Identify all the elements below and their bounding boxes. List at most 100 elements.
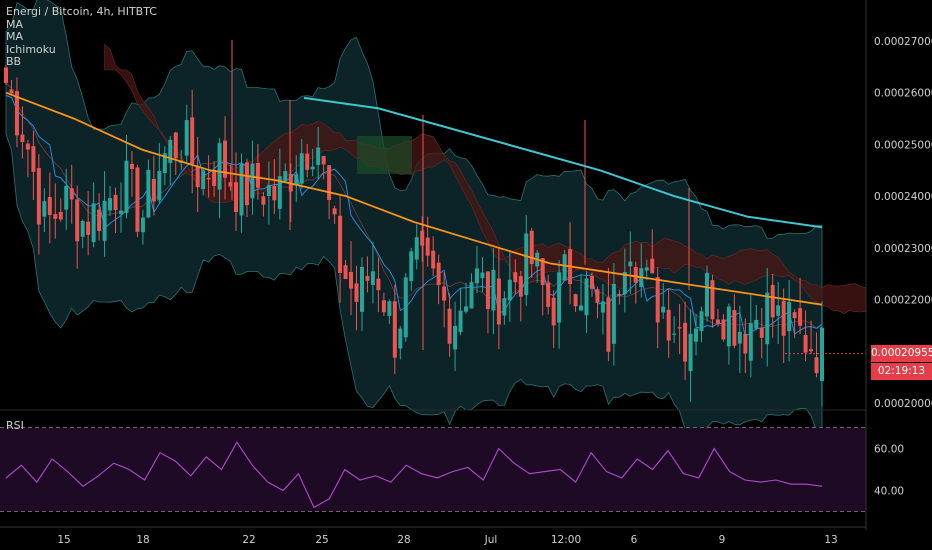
candle-down [234,182,239,213]
time-tick-label: 9 [719,534,726,546]
candle-down [332,208,337,215]
chart-legend: Energi / Bitcoin, 4h, HITBTC MA MA Ichim… [6,5,157,69]
candle-up [726,306,731,347]
candle-down [69,188,74,200]
candle-up [622,271,627,295]
candle-down [485,271,490,310]
candle-down [343,265,348,280]
candle-down [721,319,726,340]
candle-up [201,170,206,190]
candle-up [359,266,364,312]
candle-up [562,254,567,281]
price-tick-label: 0.00027000 [874,36,932,48]
time-tick-label: Jul [484,534,498,546]
candle-down [36,168,41,225]
time-tick-label: 12:00 [551,534,581,546]
rsi-label: RSI [6,419,24,432]
candle-down [4,67,8,83]
ichimoku-conversion-line [5,94,823,338]
candle-up [42,201,47,217]
candle-up [611,283,616,344]
candle-down [9,89,14,94]
candle-up [524,233,529,296]
candle-down [743,333,748,354]
candle-up [409,251,414,281]
candle-down [589,276,594,289]
candle-up [474,268,479,284]
candle-up [688,333,693,372]
candle-down [31,146,36,172]
candle-down [365,275,370,281]
candle-up [91,203,96,243]
candle-up [124,160,129,213]
candle-down [53,214,58,219]
candle-down [573,294,578,307]
time-tick-label: 22 [242,534,255,546]
candle-up [217,143,222,190]
main-pane[interactable] [4,0,867,434]
candle-up [294,174,299,186]
candle-down [376,278,381,291]
price-tick-label: 0.00022000 [874,295,932,307]
candle-up [250,163,255,199]
price-tick-label: 0.00023000 [874,243,932,255]
candle-down [255,163,260,188]
candle-down [650,258,655,274]
candle-up [162,153,167,174]
candle-up [316,147,321,165]
candle-up [469,282,474,309]
candle-down [683,322,688,362]
candle-up [266,184,271,197]
legend-ma-2[interactable]: MA [6,30,24,43]
candle-up [776,305,781,316]
candle-up [184,120,189,156]
candle-up [491,269,496,311]
legend-bb[interactable]: BB [6,55,22,68]
candle-down [781,300,786,336]
candles [4,40,824,407]
ichimoku-cloud-bullish [357,136,412,174]
last-price-tag: 0.00020955 [871,345,932,362]
time-tick-label: 15 [57,534,70,546]
candle-down [97,209,102,231]
rsi-pane[interactable] [0,427,866,512]
candle-up [754,319,759,329]
candle-down [129,163,134,169]
candle-down [715,319,720,324]
candle-down [392,301,397,358]
candle-down [518,276,523,297]
candle-down [436,262,441,286]
legend-ichimoku[interactable]: Ichimoku [6,42,56,56]
candle-down [633,267,638,283]
candle-down [190,117,195,164]
price-tick-label: 0.00026000 [874,88,932,100]
candle-up [694,328,699,342]
candle-up [579,305,584,311]
candle-down [75,199,80,242]
candle-down [86,221,91,235]
candle-up [765,292,770,345]
candle-up [387,301,392,316]
legend-ma-1[interactable]: MA [6,17,24,31]
candle-up [64,185,69,210]
candle-up [584,278,589,316]
candle-up [283,171,288,182]
candle-up [628,261,633,267]
ma-slow-line [303,96,823,229]
rsi-tick-label: 40.00 [874,486,904,498]
candle-up [737,331,742,344]
candle-down [272,185,277,201]
candle-up [480,272,485,279]
candle-down [173,132,178,159]
candle-up [464,306,469,312]
candle-down [447,308,452,344]
candle-down [206,177,211,180]
candle-down [20,134,25,142]
candle-up [820,327,824,382]
candle-down [151,178,156,202]
candle-down [798,308,803,326]
price-tick-label: 0.00024000 [874,191,932,203]
candle-down [14,91,19,136]
